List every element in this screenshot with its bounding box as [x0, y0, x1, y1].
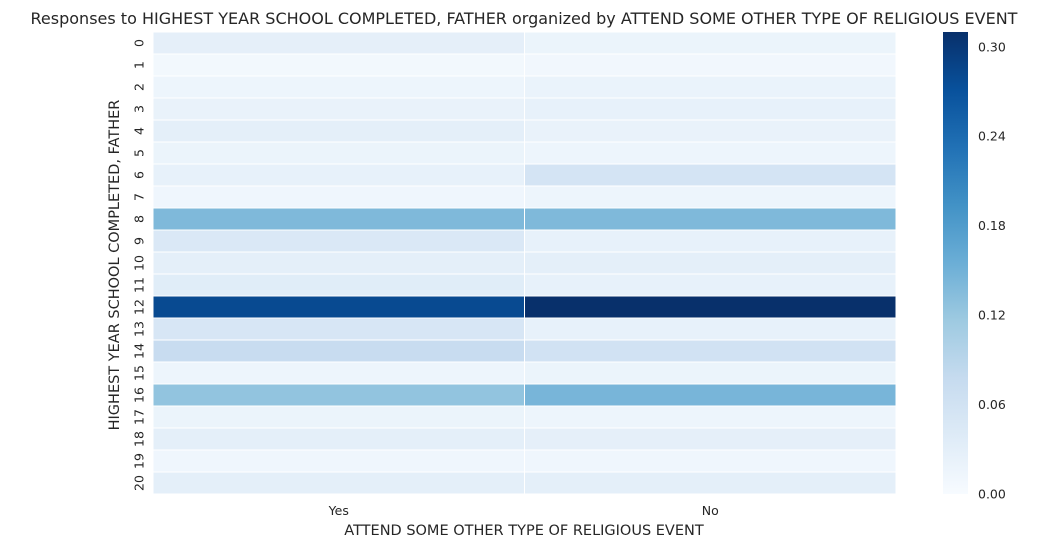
heatmap-cell-10-no: [524, 251, 897, 275]
heatmap-cell-0-yes: [152, 31, 525, 55]
y-tick-label-10: 10: [131, 255, 146, 271]
colorbar-tick-0.30: 0.30: [978, 39, 1006, 54]
y-tick-label-15: 15: [131, 365, 146, 381]
x-axis-label: ATTEND SOME OTHER TYPE OF RELIGIOUS EVEN…: [344, 523, 704, 539]
heatmap-cell-8-no: [524, 207, 897, 231]
y-tick-label-8: 8: [131, 215, 146, 223]
y-tick-label-9: 9: [131, 237, 146, 245]
y-tick-label-17: 17: [131, 409, 146, 425]
y-tick-label-0: 0: [131, 39, 146, 47]
y-tick-label-18: 18: [131, 431, 146, 447]
heatmap-cell-15-yes: [152, 361, 525, 385]
colorbar-tick-0.18: 0.18: [978, 218, 1006, 233]
y-tick-label-3: 3: [131, 105, 146, 113]
heatmap-cell-1-no: [524, 53, 897, 77]
heatmap-cell-18-no: [524, 427, 897, 451]
heatmap-cell-19-no: [524, 449, 897, 473]
heatmap-cell-0-no: [524, 31, 897, 55]
heatmap-cells: [152, 31, 897, 495]
y-tick-label-16: 16: [131, 387, 146, 403]
y-tick-label-20: 20: [131, 475, 146, 491]
y-tick-label-2: 2: [131, 83, 146, 91]
colorbar-tick-0.00: 0.00: [978, 486, 1006, 501]
heatmap-cell-3-yes: [152, 97, 525, 121]
x-tick-labels: Yes No: [328, 503, 719, 518]
heatmap-cell-6-yes: [152, 163, 525, 187]
heatmap-cell-5-yes: [152, 141, 525, 165]
heatmap-cell-12-no: [524, 295, 897, 319]
heatmap-cell-16-no: [524, 383, 897, 407]
heatmap-cell-17-yes: [152, 405, 525, 429]
y-tick-label-13: 13: [131, 321, 146, 337]
heatmap-cell-7-yes: [152, 185, 525, 209]
heatmap-cell-10-yes: [152, 251, 525, 275]
heatmap-cell-14-no: [524, 339, 897, 363]
colorbar-tick-0.24: 0.24: [978, 129, 1006, 144]
colorbar: [943, 32, 968, 494]
y-tick-label-14: 14: [131, 343, 146, 359]
heatmap-cell-4-yes: [152, 119, 525, 143]
heatmap-cell-11-yes: [152, 273, 525, 297]
y-tick-label-19: 19: [131, 453, 146, 469]
heatmap-cell-9-yes: [152, 229, 525, 253]
heatmap-cell-15-no: [524, 361, 897, 385]
heatmap-cell-12-yes: [152, 295, 525, 319]
heatmap-cell-18-yes: [152, 427, 525, 451]
y-tick-label-6: 6: [131, 171, 146, 179]
heatmap-cell-7-no: [524, 185, 897, 209]
colorbar-tick-0.12: 0.12: [978, 308, 1006, 323]
heatmap-cell-13-yes: [152, 317, 525, 341]
y-tick-label-4: 4: [131, 127, 146, 135]
heatmap-cell-6-no: [524, 163, 897, 187]
y-tick-label-12: 12: [131, 299, 146, 315]
heatmap-cell-2-yes: [152, 75, 525, 99]
heatmap-cell-19-yes: [152, 449, 525, 473]
heatmap-cell-2-no: [524, 75, 897, 99]
heatmap-cell-20-no: [524, 471, 897, 495]
y-tick-label-11: 11: [131, 277, 146, 293]
heatmap-cell-5-no: [524, 141, 897, 165]
colorbar-tick-labels: 0.00 0.06 0.12 0.18 0.24 0.30: [978, 39, 1006, 501]
heatmap-cell-20-yes: [152, 471, 525, 495]
heatmap-cell-8-yes: [152, 207, 525, 231]
heatmap-cell-9-no: [524, 229, 897, 253]
heatmap-cell-13-no: [524, 317, 897, 341]
heatmap-cell-17-no: [524, 405, 897, 429]
y-tick-label-7: 7: [131, 193, 146, 201]
colorbar-tick-0.06: 0.06: [978, 397, 1006, 412]
heatmap-cell-4-no: [524, 119, 897, 143]
y-tick-label-1: 1: [131, 61, 146, 69]
chart-title: Responses to HIGHEST YEAR SCHOOL COMPLET…: [31, 9, 1018, 28]
y-axis-label: HIGHEST YEAR SCHOOL COMPLETED, FATHER: [107, 100, 123, 431]
heatmap-cell-11-no: [524, 273, 897, 297]
heatmap-cell-1-yes: [152, 53, 525, 77]
heatmap-cell-16-yes: [152, 383, 525, 407]
x-tick-label-no: No: [702, 503, 719, 518]
x-tick-label-yes: Yes: [328, 503, 349, 518]
y-tick-label-5: 5: [131, 149, 146, 157]
heatmap-cell-3-no: [524, 97, 897, 121]
heatmap-cell-14-yes: [152, 339, 525, 363]
